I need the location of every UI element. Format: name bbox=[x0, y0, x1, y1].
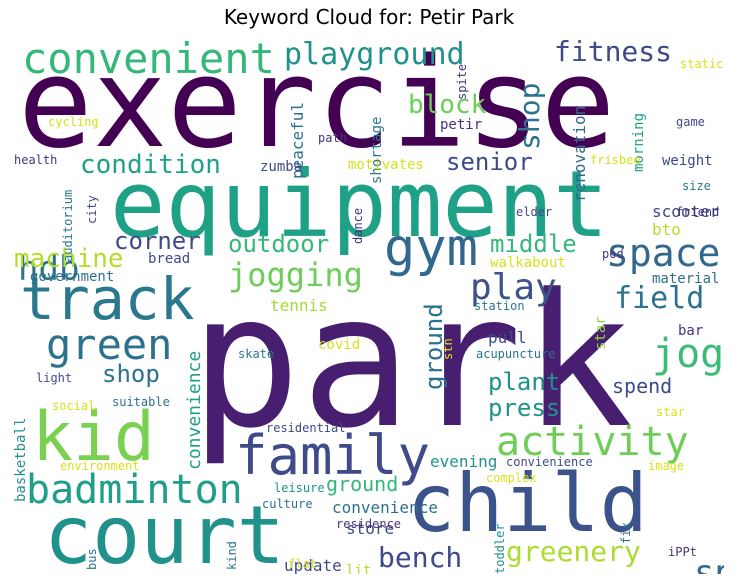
word-station: station bbox=[474, 299, 525, 313]
word-city: city bbox=[85, 195, 99, 224]
word-star: star bbox=[656, 405, 685, 419]
word-health: health bbox=[14, 153, 58, 167]
word-complex: complex bbox=[486, 471, 537, 485]
word-static: static bbox=[680, 57, 724, 71]
word-bto: bto bbox=[652, 220, 681, 239]
word-flat: flat bbox=[288, 557, 317, 571]
word-bar: bar bbox=[678, 323, 704, 339]
word-exercise: exercise bbox=[18, 34, 616, 176]
word-cloud: exercise park equipment court child kid … bbox=[12, 34, 724, 574]
word-game: game bbox=[676, 115, 705, 129]
word-acupuncture: acupuncture bbox=[476, 347, 556, 361]
word-child: child bbox=[407, 457, 648, 550]
word-renovation: renovation bbox=[570, 105, 589, 202]
word-image: image bbox=[648, 459, 685, 473]
word-block: block bbox=[408, 90, 487, 120]
word-convienience: convienience bbox=[506, 455, 593, 469]
word-walkabout: walkabout bbox=[490, 255, 566, 271]
word-weight: weight bbox=[662, 153, 713, 169]
word-press: shop bbox=[102, 360, 160, 388]
word-size: size bbox=[682, 179, 711, 193]
word-bench: bench bbox=[378, 541, 463, 574]
word-play: play bbox=[470, 267, 557, 308]
word-spend: press bbox=[488, 394, 561, 422]
word-badminton: badminton bbox=[26, 467, 243, 513]
word-material: material bbox=[652, 271, 720, 287]
word-shop: shop bbox=[513, 82, 546, 150]
word-condition: condition bbox=[80, 150, 221, 180]
word-family: family bbox=[235, 424, 431, 487]
word-equipment: equipment bbox=[110, 151, 609, 258]
word-convenient: convenient bbox=[22, 34, 275, 83]
word-update: convenience bbox=[332, 498, 438, 517]
word-pod: pod bbox=[602, 247, 624, 261]
word-senior: senior bbox=[446, 148, 533, 176]
word-kid: kid bbox=[32, 398, 155, 477]
word-greenery: greenery bbox=[506, 535, 641, 568]
word-machine: machine bbox=[14, 244, 124, 274]
word-park: park bbox=[190, 255, 634, 469]
word-playground: playground bbox=[284, 37, 465, 72]
word-government: government bbox=[30, 269, 115, 285]
word-light: light bbox=[36, 371, 73, 385]
word-fix: fix bbox=[619, 522, 633, 544]
word-leisure: leisure bbox=[274, 481, 325, 495]
word-toddler: toddler bbox=[493, 523, 507, 574]
word-spite: spite bbox=[455, 63, 469, 100]
word-jog: jog bbox=[652, 331, 724, 377]
word-jogging: jogging bbox=[228, 256, 363, 294]
word-basketball: basketball bbox=[13, 417, 29, 502]
word-evening: pull bbox=[488, 328, 527, 347]
word-green: green bbox=[46, 320, 173, 369]
word-culture: culture bbox=[262, 497, 313, 511]
word-skate: stn bbox=[441, 338, 455, 360]
word-pull: store bbox=[346, 519, 395, 538]
word-motivates: motivates bbox=[348, 157, 424, 173]
word-track: track bbox=[20, 265, 195, 333]
word-residence: residence bbox=[336, 517, 402, 531]
chart-title: Keyword Cloud for: Petir Park bbox=[223, 5, 515, 29]
word-ippt: iPPt bbox=[668, 545, 697, 559]
word-tennis: lit bbox=[346, 563, 372, 574]
word-environment: environment bbox=[60, 459, 140, 473]
word-residential: residential bbox=[266, 421, 346, 435]
word-construction: tennis bbox=[270, 296, 328, 315]
word-spacious: spacious bbox=[694, 553, 724, 574]
word-cricket: covid bbox=[318, 337, 361, 353]
word-frisbee: frisbee bbox=[590, 153, 641, 167]
word-friend: friend bbox=[676, 205, 720, 219]
word-corner: corner bbox=[114, 227, 201, 255]
word-suitable: suitable bbox=[112, 395, 170, 409]
word-covid: update bbox=[284, 556, 342, 574]
word-petir: petir bbox=[440, 117, 483, 133]
word-activity: activity bbox=[496, 419, 689, 465]
word-scooter-h: scooter bbox=[652, 202, 720, 221]
word-court: court bbox=[44, 489, 285, 575]
word-kind: kind bbox=[225, 541, 239, 570]
word-stn: skate bbox=[238, 347, 275, 361]
word-cycling: cycling bbox=[48, 115, 99, 129]
word-bus: bus bbox=[85, 548, 99, 570]
word-store: spend bbox=[612, 374, 673, 398]
word-bread: bread bbox=[148, 251, 191, 267]
word-lit: ground bbox=[326, 472, 399, 496]
word-field: field bbox=[614, 281, 705, 316]
word-dance: dance bbox=[351, 207, 365, 244]
word-football: star bbox=[593, 316, 609, 350]
word-shortage: shortage bbox=[369, 116, 385, 184]
word-path: path bbox=[318, 131, 347, 145]
word-elder: elder bbox=[516, 205, 553, 219]
word-auditorium: auditorium bbox=[61, 189, 75, 262]
word-convenience: convenience bbox=[184, 350, 205, 470]
word-social: social bbox=[52, 399, 96, 413]
word-hdb: hdb bbox=[18, 249, 80, 289]
word-zumba: zumba bbox=[260, 159, 303, 175]
word-blame: evening bbox=[430, 452, 498, 471]
word-space: space bbox=[606, 231, 721, 275]
word-plant: plant bbox=[488, 368, 561, 396]
word-gym: gym bbox=[384, 218, 478, 278]
word-fitness: fitness bbox=[554, 35, 673, 68]
word-middle: middle bbox=[490, 230, 577, 258]
word-outdoor: outdoor bbox=[228, 230, 330, 258]
